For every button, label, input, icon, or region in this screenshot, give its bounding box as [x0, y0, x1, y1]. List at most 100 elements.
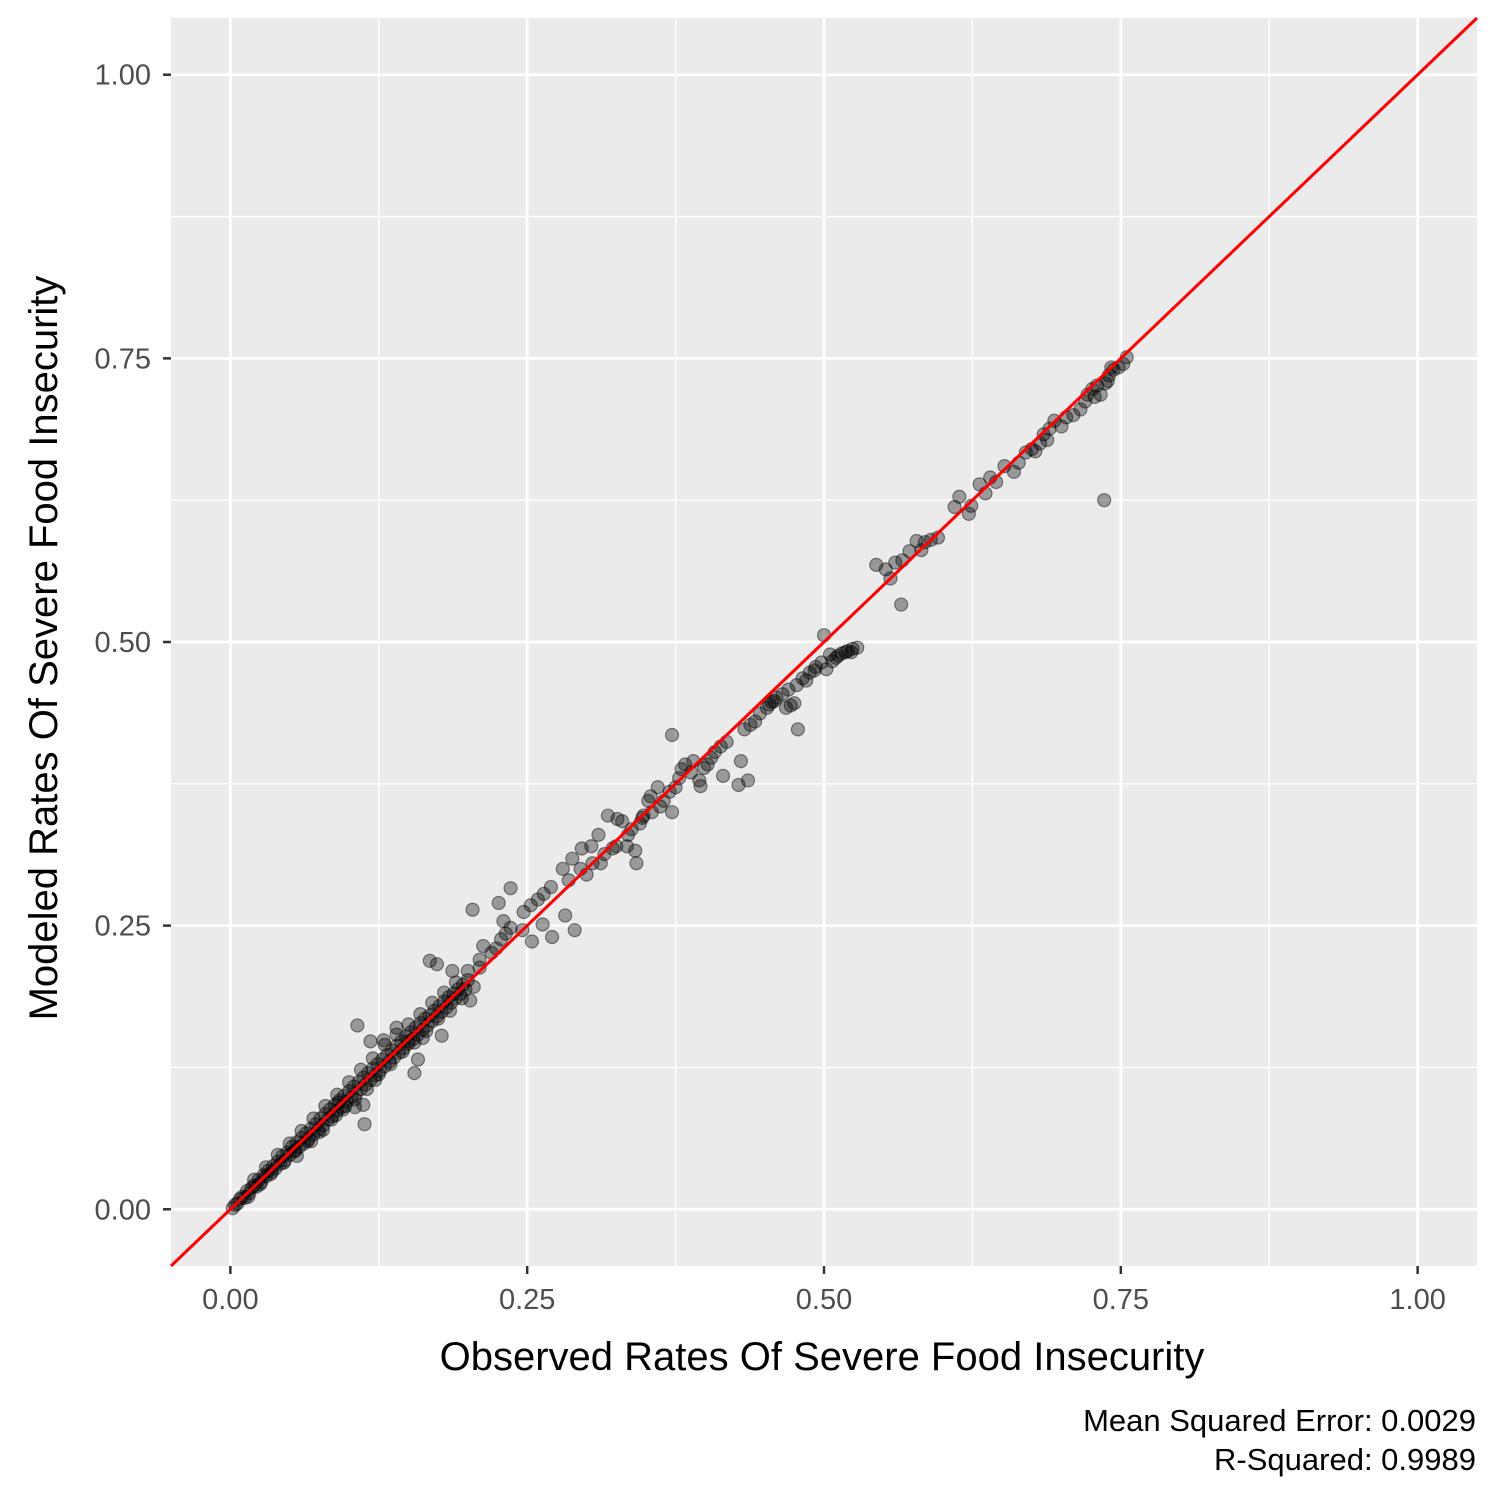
- scatter-point: [273, 1156, 288, 1171]
- scatter-point: [413, 1007, 428, 1022]
- scatter-point: [422, 1008, 437, 1023]
- scatter-point: [790, 722, 805, 737]
- x-tick-label: 1.00: [1389, 1284, 1445, 1316]
- scatter-point: [767, 693, 782, 709]
- scatter-point: [816, 628, 832, 643]
- scatter-point: [288, 1143, 303, 1158]
- scatter-point: [662, 784, 677, 799]
- scatter-point: [693, 778, 708, 794]
- scatter-point: [429, 957, 445, 972]
- scatter-point: [869, 557, 884, 572]
- scatter-point: [363, 1034, 378, 1049]
- scatter-point: [610, 811, 625, 827]
- scatter-point: [285, 1139, 300, 1154]
- scatter-point: [677, 757, 693, 772]
- scatter-point: [270, 1147, 285, 1162]
- scatter-point: [446, 986, 461, 1001]
- x-tick-label: 0.00: [202, 1284, 258, 1316]
- scatter-point: [445, 963, 460, 979]
- scatter-point: [389, 1027, 404, 1042]
- scatter-point: [641, 793, 656, 808]
- scatter-point: [917, 535, 933, 550]
- scatter-point: [628, 843, 643, 858]
- scatter-point: [472, 952, 487, 967]
- scatter-point: [339, 1094, 354, 1109]
- scatter-point: [454, 991, 469, 1006]
- scatter-point: [410, 1052, 426, 1067]
- scatter-point: [516, 904, 531, 920]
- scatter-point: [530, 892, 545, 907]
- scatter-point: [778, 700, 794, 715]
- scatter-point: [696, 760, 712, 776]
- scatter-point: [432, 999, 447, 1014]
- scatter-point: [748, 714, 763, 729]
- scatter-point: [266, 1159, 281, 1174]
- scatter-point: [828, 650, 843, 665]
- scatter-point: [330, 1103, 345, 1118]
- scatter-point: [789, 678, 804, 693]
- scatter-point: [878, 562, 893, 577]
- scatter-point: [740, 773, 756, 788]
- scatter-point: [1078, 394, 1093, 409]
- scatter-point: [315, 1122, 331, 1137]
- scatter-point: [249, 1179, 264, 1194]
- scatter-point: [692, 773, 707, 788]
- scatter-point: [280, 1145, 295, 1160]
- scatter-point: [802, 665, 817, 680]
- scatter-point: [1073, 402, 1088, 417]
- scatter-point: [498, 926, 513, 941]
- scatter-point: [840, 643, 855, 659]
- x-axis-ticks: 0.00 0.25 0.50 0.75 1.00: [202, 1266, 1446, 1316]
- scatter-point: [256, 1168, 271, 1183]
- scatter-point: [1042, 421, 1057, 436]
- scatter-point: [888, 555, 903, 570]
- scatter-point: [306, 1111, 321, 1126]
- scatter-point: [287, 1144, 302, 1159]
- scatter-point: [347, 1092, 363, 1107]
- scatter-point: [282, 1136, 297, 1151]
- scatter-point: [436, 994, 452, 1009]
- scatter-point: [330, 1087, 345, 1102]
- scatter-point: [491, 895, 506, 911]
- scatter-point: [762, 697, 777, 712]
- scatter-point: [902, 544, 917, 559]
- scatter-point: [434, 1028, 449, 1043]
- caption-r-squared: R-Squared: 0.9989: [1214, 1442, 1476, 1477]
- scatter-point: [743, 717, 758, 732]
- scatter-point: [1040, 432, 1055, 448]
- scatter-point: [524, 934, 540, 949]
- scatter-point: [331, 1095, 346, 1110]
- scatter-point: [376, 1033, 391, 1048]
- scatter-point: [574, 841, 589, 856]
- scatter-point: [825, 654, 840, 669]
- scatter-point: [523, 898, 538, 913]
- scatter-point: [731, 777, 746, 793]
- scatter-point: [268, 1161, 283, 1176]
- identity-reference-line: [169, 16, 1479, 1268]
- scatter-point: [700, 757, 715, 772]
- scatter-point: [318, 1098, 333, 1114]
- scatter-point: [555, 861, 570, 877]
- scatter-point: [270, 1154, 285, 1169]
- scatter-point: [664, 727, 680, 743]
- scatter-point: [822, 647, 838, 662]
- scatter-point: [668, 780, 683, 795]
- scatter-point: [752, 706, 767, 721]
- scatter-point: [558, 908, 573, 923]
- scatter-point: [463, 993, 478, 1008]
- scatter-point: [472, 960, 487, 975]
- scatter-point: [807, 663, 822, 678]
- scatter-point: [347, 1100, 363, 1115]
- scatter-point: [795, 671, 810, 686]
- scatter-point: [415, 1030, 430, 1046]
- scatter-point: [350, 1018, 365, 1033]
- scatter-point: [401, 1017, 416, 1032]
- scatter-point: [781, 682, 796, 697]
- scatter-point: [448, 975, 464, 990]
- scatter-point: [237, 1190, 252, 1206]
- scatter-point: [952, 489, 967, 504]
- scatter-point: [294, 1130, 309, 1145]
- scatter-point: [624, 822, 639, 837]
- scatter-point: [442, 1003, 458, 1018]
- scatter-point: [308, 1117, 323, 1132]
